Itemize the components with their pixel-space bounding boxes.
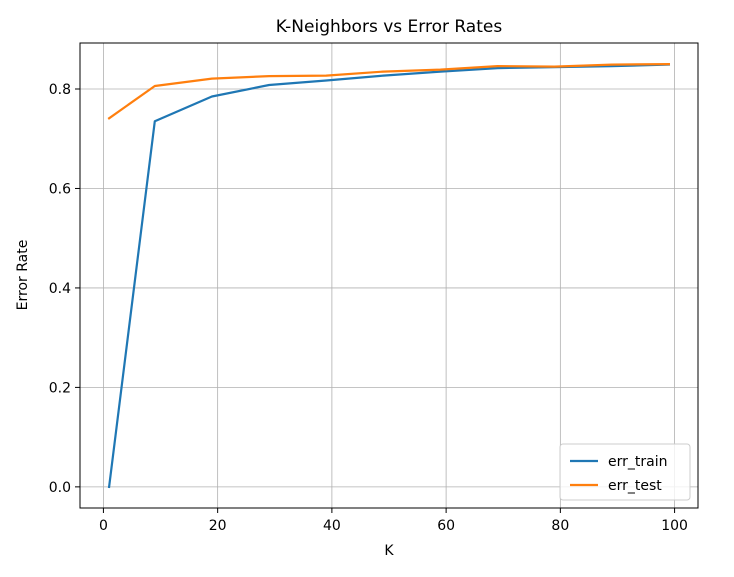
x-tick-label: 80 [551, 518, 569, 534]
x-axis-label: K [384, 543, 394, 559]
x-tick-label: 100 [661, 518, 688, 534]
x-axis: 0 20 40 60 80 100 [99, 508, 688, 534]
x-tick-label: 20 [209, 518, 227, 534]
x-tick-label: 0 [99, 518, 108, 534]
grid [80, 43, 698, 508]
legend: err_train err_test [559, 443, 691, 501]
x-tick-label: 40 [323, 518, 341, 534]
plot-frame [79, 42, 699, 509]
plot-series [107, 62, 671, 489]
chart-title: K-Neighbors vs Error Rates [276, 17, 503, 37]
y-tick-label: 0.0 [49, 480, 71, 496]
series-line-err-test [107, 62, 671, 120]
y-tick-label: 0.4 [49, 281, 71, 297]
y-tick-label: 0.8 [49, 82, 71, 98]
legend-label-err-test: err_test [608, 478, 662, 494]
x-tick-label: 60 [437, 518, 455, 534]
series-line-err-train [107, 63, 671, 489]
legend-label-err-train: err_train [608, 454, 667, 470]
y-axis: 0.0 0.2 0.4 0.6 0.8 [49, 82, 80, 496]
y-axis-label: Error Rate [15, 240, 31, 311]
y-tick-label: 0.6 [49, 181, 71, 197]
y-tick-label: 0.2 [49, 380, 71, 396]
